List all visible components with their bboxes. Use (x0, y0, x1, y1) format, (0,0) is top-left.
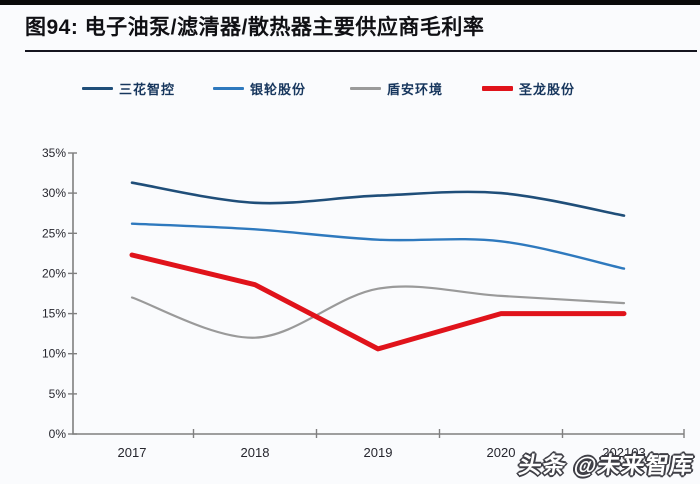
title-divider (25, 50, 697, 52)
legend-line-swatch (350, 86, 381, 90)
legend-label: 盾安环境 (387, 81, 444, 97)
svg-text:30%: 30% (42, 186, 66, 200)
legend-item-yinlun: 银轮股份 (213, 79, 306, 97)
figure-title: 图94: 电子油泵/滤清器/散热器主要供应商毛利率 (25, 16, 485, 39)
legend-item-sanhua: 三花智控 (82, 79, 175, 97)
legend-item-dunan: 盾安环境 (350, 79, 443, 97)
svg-text:10%: 10% (42, 347, 66, 361)
legend-label: 三花智控 (119, 81, 176, 97)
svg-text:2019: 2019 (364, 445, 393, 460)
svg-text:0%: 0% (49, 427, 67, 441)
legend-item-shenglong: 圣龙股份 (482, 79, 575, 97)
legend-line-swatch (482, 85, 513, 91)
watermark: 头条 @未来智库 (517, 452, 696, 478)
svg-text:20%: 20% (42, 266, 66, 280)
svg-text:2020: 2020 (487, 445, 516, 460)
svg-text:25%: 25% (42, 226, 66, 240)
svg-text:35%: 35% (42, 146, 66, 160)
svg-text:2017: 2017 (118, 445, 147, 460)
svg-text:2018: 2018 (241, 445, 270, 460)
svg-text:15%: 15% (42, 307, 66, 321)
svg-text:5%: 5% (49, 387, 67, 401)
legend-label: 圣龙股份 (519, 81, 576, 97)
top-border (0, 0, 700, 5)
legend-line-swatch (213, 86, 244, 90)
legend-line-swatch (82, 86, 113, 90)
chart-legend: 三花智控 银轮股份 盾安环境 圣龙股份 (0, 79, 700, 99)
legend-label: 银轮股份 (250, 81, 307, 97)
svg-text:202103: 202103 (602, 445, 645, 460)
